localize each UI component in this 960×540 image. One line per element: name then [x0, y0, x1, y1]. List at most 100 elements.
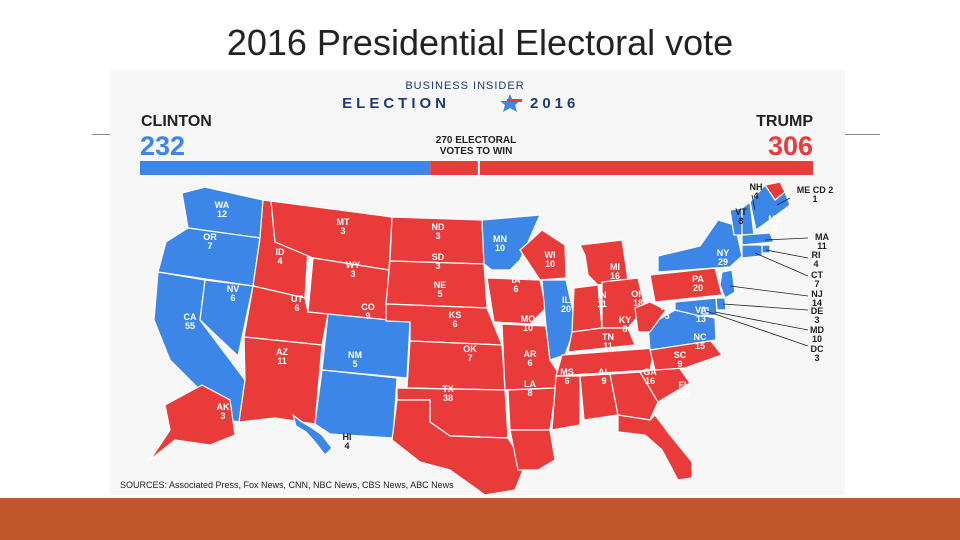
state-electoral-votes: 4 — [753, 191, 758, 201]
state-electoral-votes: 4 — [344, 441, 349, 451]
state-shape-fl[interactable] — [617, 414, 693, 481]
state-label-dc: DC3 — [811, 344, 824, 363]
state-shape-co[interactable] — [321, 313, 411, 379]
trump-votes: 306 — [768, 131, 813, 161]
state-shape-ri[interactable] — [761, 244, 771, 254]
state-electoral-votes: 10 — [812, 334, 822, 344]
state-abbr: MO — [521, 314, 536, 324]
state-shape-ma[interactable] — [741, 232, 775, 246]
state-electoral-votes: 15 — [695, 341, 705, 351]
state-abbr: DE — [811, 306, 824, 316]
state-shape-ga[interactable] — [609, 371, 659, 421]
state-shape-nj[interactable] — [719, 269, 736, 299]
election-label: ELECTION — [342, 95, 450, 112]
state-shape-mi[interactable] — [579, 239, 629, 286]
state-label-sc: SC9 — [674, 350, 687, 369]
state-abbr: IA — [512, 275, 522, 285]
state-abbr: MI — [610, 262, 620, 272]
state-shape-nv[interactable] — [199, 279, 254, 357]
state-abbr: TX — [442, 384, 454, 394]
state-electoral-votes: 29 — [679, 389, 689, 399]
state-shape-ms[interactable] — [551, 375, 581, 431]
callout-lines — [705, 194, 809, 347]
electoral-map-panel: BUSINESS INSIDER ELECTION 2016 CLINTON 2… — [110, 70, 845, 495]
state-electoral-votes: 11 — [597, 299, 607, 309]
state-abbr: WY — [346, 260, 361, 270]
state-shape-az[interactable] — [238, 336, 323, 425]
state-electoral-votes: 16 — [610, 271, 620, 281]
state-abbr: CT — [811, 270, 823, 280]
state-label-sd: SD3 — [432, 252, 445, 271]
state-shape-ia[interactable] — [486, 277, 547, 325]
state-shape-ny[interactable] — [657, 219, 743, 273]
state-abbr: FL — [679, 380, 690, 390]
state-shape-ct[interactable] — [741, 244, 763, 259]
state-electoral-votes: 16 — [645, 376, 655, 386]
state-abbr: NE — [434, 280, 447, 290]
state-electoral-votes: 3 — [814, 353, 819, 363]
state-abbr: NV — [227, 284, 240, 294]
state-shape-me-cd-2[interactable] — [764, 181, 786, 201]
state-electoral-votes: 7 — [467, 353, 472, 363]
state-shape-ak[interactable] — [149, 384, 236, 461]
state-electoral-votes: 18 — [633, 298, 643, 308]
state-electoral-votes: 3 — [738, 216, 743, 226]
state-abbr: IN — [598, 290, 607, 300]
state-shape-tx[interactable] — [391, 399, 526, 495]
state-abbr: OH — [631, 289, 645, 299]
state-electoral-votes: 1 — [812, 194, 817, 204]
state-shape-la[interactable] — [509, 429, 556, 471]
state-electoral-votes: 14 — [812, 298, 822, 308]
state-label-me: ME3 — [768, 214, 782, 233]
state-shape-wv[interactable] — [634, 301, 667, 333]
state-electoral-votes: 20 — [693, 283, 703, 293]
state-electoral-votes: 3 — [814, 315, 819, 325]
state-electoral-votes: 6 — [294, 303, 299, 313]
state-abbr: ID — [276, 247, 286, 257]
state-label-la: LA8 — [524, 379, 536, 398]
state-label-nm: NM5 — [348, 350, 362, 369]
state-shape-ky[interactable] — [567, 327, 636, 353]
publisher-label: BUSINESS INSIDER — [405, 80, 524, 92]
state-electoral-votes: 6 — [230, 293, 235, 303]
trump-progress-fill — [430, 161, 813, 175]
state-shape-dc[interactable] — [701, 307, 709, 315]
state-abbr: LA — [524, 379, 536, 389]
state-abbr: OK — [463, 344, 477, 354]
state-shape-nm[interactable] — [314, 369, 398, 439]
title-rule-left — [92, 134, 112, 135]
state-label-nh: NH4 — [750, 182, 763, 201]
state-shape-hi[interactable] — [292, 414, 333, 456]
state-electoral-votes: 3 — [220, 411, 225, 421]
state-shape-ks[interactable] — [406, 340, 506, 391]
state-electoral-votes: 6 — [452, 319, 457, 329]
state-shape-va[interactable] — [647, 309, 717, 351]
state-shape-or[interactable] — [157, 227, 261, 287]
state-abbr: WI — [545, 250, 556, 260]
state-electoral-votes: 29 — [718, 257, 728, 267]
election-year: 2016 — [530, 95, 579, 112]
state-shape-wi[interactable] — [519, 229, 567, 281]
title-rule-right — [843, 134, 880, 135]
state-label-al: AL9 — [598, 367, 610, 386]
state-electoral-votes: 6 — [564, 376, 569, 386]
state-electoral-votes: 6 — [513, 284, 518, 294]
state-abbr: MT — [337, 217, 350, 227]
state-shape-pa[interactable] — [649, 267, 723, 303]
state-shape-mn[interactable] — [481, 214, 541, 271]
state-abbr: ME — [768, 214, 782, 224]
state-abbr: MA — [815, 232, 829, 242]
state-label-ks: KS6 — [449, 310, 462, 329]
state-label-nd: ND3 — [432, 222, 445, 241]
clinton-progress-fill — [140, 161, 431, 175]
state-electoral-votes: 8 — [527, 388, 532, 398]
